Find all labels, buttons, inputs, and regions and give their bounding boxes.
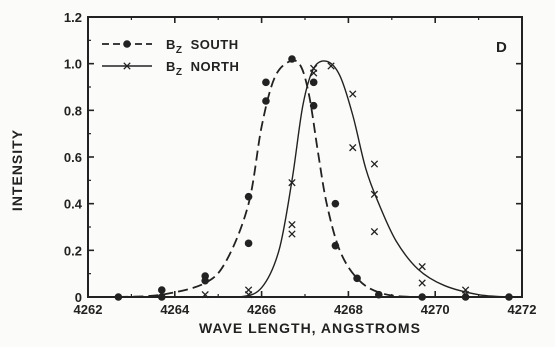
x-axis-title: WAVE LENGTH, ANGSTROMS	[199, 320, 421, 336]
point-south	[331, 241, 340, 250]
point-south	[353, 274, 361, 283]
x-tick-label: 4270	[421, 302, 450, 317]
point-north	[349, 144, 357, 152]
point-north	[370, 190, 379, 198]
y-axis-title: INTENSITY	[9, 129, 25, 211]
x-marker-stroke	[288, 221, 296, 229]
legend-label-south: BZ SOUTH	[166, 37, 239, 56]
point-north	[461, 291, 470, 299]
x-marker-stroke	[288, 230, 296, 238]
point-north	[288, 179, 296, 187]
x-tick-label: 4264	[160, 302, 190, 317]
point-north	[418, 263, 426, 271]
x-tick-label: 4266	[247, 302, 276, 317]
legend-label-north: BZ NORTH	[166, 59, 239, 78]
point-south	[262, 97, 270, 105]
x-marker-stroke	[370, 160, 379, 168]
point-south	[114, 293, 123, 301]
point-north	[370, 228, 379, 236]
point-south	[374, 290, 383, 299]
x-marker-stroke	[370, 228, 379, 236]
y-tick-label: 0.8	[64, 103, 82, 118]
fitted-curves	[118, 59, 510, 298]
point-south	[157, 286, 166, 294]
curve-south	[118, 59, 509, 298]
y-tick-label: 0.2	[64, 243, 82, 258]
x-marker-stroke	[327, 62, 335, 70]
legend-marker-south	[123, 40, 131, 48]
data-markers	[114, 55, 513, 301]
point-south	[505, 293, 513, 301]
point-south	[244, 192, 253, 201]
x-marker-stroke	[123, 62, 131, 70]
y-tick-label: 1.0	[64, 57, 82, 72]
panel-label: D	[496, 39, 507, 56]
point-south	[309, 78, 318, 87]
point-south	[331, 199, 340, 208]
point-north	[418, 279, 426, 287]
point-south	[244, 239, 253, 248]
point-north	[288, 221, 296, 229]
y-tick-label: 0.6	[64, 150, 82, 165]
legend-marker-north	[123, 62, 131, 70]
y-tick-label: 0.4	[64, 197, 83, 212]
curve-north	[205, 60, 510, 298]
x-marker-stroke	[418, 263, 426, 271]
point-south	[157, 293, 166, 301]
x-marker-stroke	[310, 69, 318, 77]
x-marker-stroke	[461, 291, 470, 299]
x-marker-stroke	[349, 90, 357, 98]
x-marker-stroke	[288, 179, 296, 187]
x-tick-label: 4272	[508, 302, 537, 317]
y-tick-label: 0	[75, 290, 82, 305]
x-tick-label: 4262	[74, 302, 103, 317]
x-marker-stroke	[244, 291, 253, 299]
point-south	[418, 293, 426, 301]
point-south	[262, 78, 270, 87]
x-marker-stroke	[349, 144, 357, 152]
point-north	[201, 291, 209, 299]
y-tick-label: 1.2	[64, 10, 82, 25]
point-south	[309, 101, 318, 110]
point-south	[288, 55, 296, 63]
x-tick-label: 4268	[334, 302, 363, 317]
point-north	[244, 291, 253, 299]
point-north	[370, 160, 379, 168]
point-north	[349, 90, 357, 98]
plot-frame	[87, 16, 523, 298]
point-north	[288, 230, 296, 238]
point-south	[461, 293, 470, 301]
x-marker-stroke	[370, 190, 379, 198]
point-north	[310, 69, 318, 77]
point-south	[201, 276, 209, 285]
point-north	[327, 62, 335, 70]
legend: BZ SOUTH BZ NORTH	[102, 37, 239, 78]
x-marker-stroke	[201, 291, 209, 299]
x-marker-stroke	[418, 279, 426, 287]
plot-axes: 0 0.2 0.4 0.6 0.8 1.0 1.2 4262 4264 4266 4268 4270 4…	[64, 10, 537, 317]
